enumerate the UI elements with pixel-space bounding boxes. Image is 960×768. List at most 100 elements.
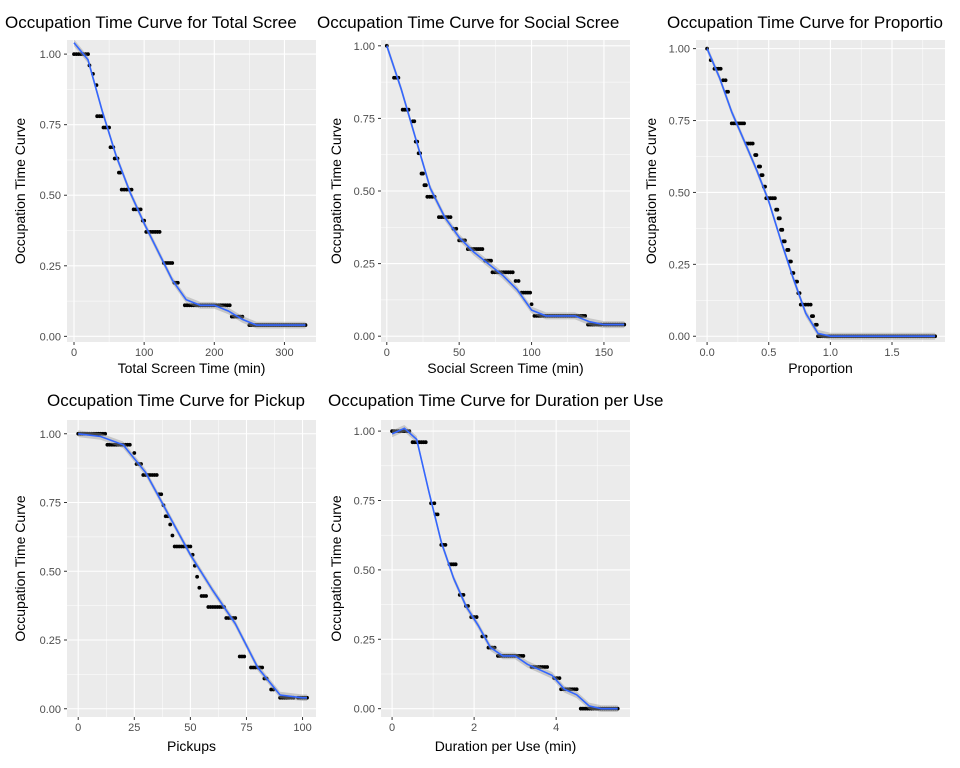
data-point [814,322,819,327]
data-point [742,121,746,126]
smooth-fit [391,425,618,712]
x-tick-label: 2 [471,722,477,734]
data-point [775,207,780,212]
data-point [118,170,123,175]
panel-background [67,420,316,717]
data-point [780,227,785,232]
panel-background [696,40,945,342]
x-axis-label: Duration per Use (min) [435,738,577,754]
gridlines [67,40,316,342]
y-tick-label: 0.75 [354,113,375,125]
y-axis-label: Occupation Time Curve [12,118,28,264]
smooth-fit [706,45,936,340]
data-point [718,66,723,71]
data-point [933,334,938,339]
smooth-line [386,45,625,326]
data-point [157,230,162,234]
smooth-line [706,48,936,337]
data-point [453,562,458,567]
x-axis-label: Proportion [788,360,853,376]
y-tick-label: 1.00 [40,49,61,61]
data-point [808,302,813,307]
chart-title: Occupation Time Curve for Proportio [667,13,943,32]
data-point [159,492,164,497]
chart-panel-1: 0 100 200 300 0.00 0.25 0.50 0.75 1.00 Total Scre… [5,13,316,376]
y-tick-label: 0.25 [354,259,375,271]
smooth-line [78,433,307,699]
panel-background [67,40,316,342]
data-point [782,239,787,244]
chart-panel-2: 0 50 100 150 0.00 0.25 0.50 0.75 1.00 Social Scre… [317,13,630,376]
data-point [758,164,762,169]
data-point [170,533,175,538]
data-point [154,473,159,477]
y-tick-label: 0.00 [669,331,690,343]
y-tick-label: 0.50 [354,565,375,577]
data-point [726,89,730,94]
data-point [583,313,588,318]
x-tick-label: 75 [240,722,252,734]
x-tick-label: 50 [184,722,196,734]
smooth-fit [386,42,625,329]
data-point [789,259,793,264]
data-point [754,153,759,157]
data-point [175,280,180,285]
data-point [510,270,515,275]
data-point [786,248,791,252]
data-point [227,303,232,308]
data-point [545,665,550,669]
y-tick-label: 0.00 [354,331,375,343]
data-point [423,440,428,445]
data-point [723,78,728,83]
y-tick-label: 0.00 [40,331,61,343]
y-tick-label: 0.50 [40,190,61,202]
y-axis-label: Occupation Time Curve [643,118,659,264]
x-tick-label: 50 [453,347,465,359]
data-point [138,207,143,212]
data-point [521,654,526,658]
panel-background [381,420,630,717]
gridlines [381,40,630,342]
smooth-fit [78,430,307,701]
y-tick-label: 1.00 [669,44,690,56]
data-point [112,156,117,161]
data-point [432,501,437,506]
x-tick-label: 100 [135,347,153,359]
smooth-fit [73,40,306,329]
data-point [168,522,173,527]
y-tick-label: 0.25 [669,259,690,271]
data-point [197,585,202,590]
y-tick-label: 1.00 [40,429,61,441]
y-axis-label: Occupation Time Curve [328,118,344,264]
data-point [529,302,534,307]
y-tick-label: 0.75 [669,116,690,128]
data-point [127,442,132,447]
data-point [513,279,518,283]
data-point [777,216,782,221]
x-tick-label: 0.0 [699,347,714,359]
smooth-line [73,42,306,326]
data-point [412,119,417,124]
x-tick-label: 150 [595,347,613,359]
chart-title: Occupation Time Curve for Social Scree [317,13,619,32]
data-point [474,615,479,619]
data-point [772,196,777,201]
x-tick-label: 0 [71,347,77,359]
chart-title: Occupation Time Curve for Total Scree [5,13,297,32]
data-point [443,543,448,547]
data-point [557,676,562,681]
y-tick-label: 1.00 [354,41,375,53]
gridlines [381,420,630,717]
data-point [240,314,245,319]
gridlines [67,420,316,717]
y-tick-label: 0.25 [40,635,61,647]
data-point [421,171,425,176]
chart-panel-4: 0 25 50 75 100 0.00 0.25 0.50 0.75 1.00 Pickups Occ… [12,391,316,754]
chart-panel-3: 0.0 0.5 1.0 1.5 0.00 0.25 0.50 0.75 1.00 Proporti… [643,13,945,376]
x-axis-label: Social Screen Time (min) [427,360,583,376]
y-tick-label: 0.00 [40,704,61,716]
x-tick-label: 100 [522,347,540,359]
y-tick-label: 0.75 [354,495,375,507]
x-tick-label: 4 [553,722,559,734]
x-tick-label: 25 [128,722,140,734]
